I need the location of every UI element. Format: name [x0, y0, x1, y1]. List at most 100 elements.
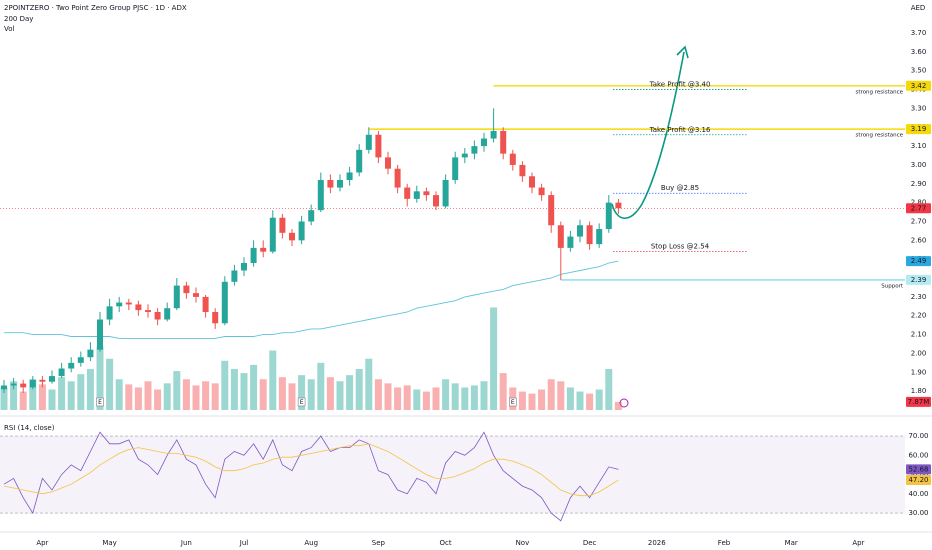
volume-bar	[67, 381, 75, 410]
candle-body	[173, 285, 180, 309]
target-label: Buy @2.85	[661, 184, 699, 192]
volume-bar	[326, 377, 334, 410]
candle-body	[221, 281, 228, 324]
volume-bar	[336, 381, 344, 410]
candle-body	[135, 304, 142, 311]
volume-bar	[163, 383, 171, 410]
x-tick-label: Mar	[785, 539, 798, 547]
candle-body	[193, 293, 199, 297]
volume-bar	[86, 369, 94, 410]
volume-bar	[115, 379, 123, 410]
candle-body	[586, 225, 593, 245]
candle-body	[615, 202, 622, 209]
volume-bar	[48, 389, 56, 410]
candle-body	[605, 202, 612, 230]
candle-body	[183, 285, 190, 294]
candle-body	[106, 306, 113, 320]
volume-bar	[451, 383, 459, 410]
candle-body	[500, 131, 507, 154]
candle-body	[317, 180, 324, 211]
rsi-line	[3, 431, 619, 522]
x-tick-label: Aug	[304, 539, 318, 547]
volume-bar	[576, 391, 584, 410]
candle-body	[471, 146, 478, 154]
price-tag	[906, 474, 931, 485]
candle-body	[77, 357, 84, 363]
volume-bar	[528, 393, 536, 410]
price-tag	[906, 274, 931, 285]
volume-bar	[403, 385, 411, 410]
x-tick-label: Oct	[440, 539, 452, 547]
volume-bar	[374, 379, 382, 410]
candle-body	[279, 217, 286, 233]
level-label: strong resistance	[856, 133, 904, 139]
level-label: strong resistance	[856, 89, 904, 95]
candle-body	[49, 376, 55, 382]
y-tick-label: 3.10	[911, 142, 927, 150]
candle-body	[404, 187, 411, 199]
x-tick-label: Jul	[239, 539, 249, 547]
price-tag-label: 2.77	[911, 204, 927, 212]
volume-bar	[173, 371, 181, 410]
volume-bar	[432, 387, 440, 410]
volume-bar	[461, 387, 469, 410]
volume-bar	[19, 391, 27, 410]
candle-body	[596, 229, 603, 245]
candle-body	[461, 153, 468, 158]
volume-bar	[470, 385, 478, 410]
volume-bar	[298, 375, 306, 410]
y-tick-label: 2.70	[911, 217, 927, 225]
rsi-band	[0, 436, 905, 514]
candle-body	[423, 191, 430, 196]
y-tick-label: 3.60	[911, 48, 927, 56]
target-label: Stop Loss @2.54	[651, 243, 710, 251]
price-tag	[906, 464, 931, 475]
price-tag	[906, 256, 931, 267]
candle-body	[394, 168, 401, 188]
volume-bar	[192, 385, 200, 410]
price-tag-label: 2.39	[911, 276, 927, 284]
candle-body	[346, 172, 353, 181]
y-tick-label: 60.00	[908, 451, 928, 459]
volume-bar	[586, 393, 594, 410]
y-tick-label: 2.80	[911, 199, 927, 207]
candle-body	[212, 311, 219, 324]
projection-arrow	[611, 51, 685, 220]
y-tick-label: 50.00	[908, 471, 928, 479]
volume-bar	[269, 350, 277, 410]
y-tick-label: 2.10	[911, 331, 927, 339]
price-tag	[906, 396, 931, 407]
candle-body	[385, 157, 391, 169]
x-tick-label: 2026	[648, 539, 666, 547]
event-box	[508, 397, 517, 407]
candle-body	[241, 262, 247, 271]
volume-bar	[288, 383, 296, 410]
volume-bar	[480, 381, 488, 410]
event-label: E	[300, 399, 304, 406]
candle-body	[145, 310, 151, 312]
currency: AED	[911, 4, 926, 12]
moving-average	[4, 260, 619, 339]
volume-bar	[125, 384, 133, 410]
candle-body	[452, 157, 459, 181]
volume-bar	[29, 379, 37, 410]
volume-bar	[442, 379, 450, 410]
volume-bar	[134, 387, 142, 410]
y-tick-label: 40.00	[908, 490, 928, 498]
volume-bar	[538, 389, 546, 410]
y-tick-label: 3.30	[911, 104, 927, 112]
candle-body	[442, 180, 449, 207]
volume-bar	[365, 358, 373, 410]
candle-body	[413, 191, 420, 199]
volume-bar	[307, 379, 315, 410]
volume-bar	[96, 346, 104, 410]
candle-body	[557, 225, 564, 248]
target-label: Take Profit @3.16	[649, 126, 711, 134]
volume-bar	[384, 383, 392, 410]
volume-bar	[106, 358, 114, 410]
volume-bar	[250, 364, 258, 410]
candle-body	[577, 225, 583, 237]
volume-bar	[221, 360, 229, 410]
